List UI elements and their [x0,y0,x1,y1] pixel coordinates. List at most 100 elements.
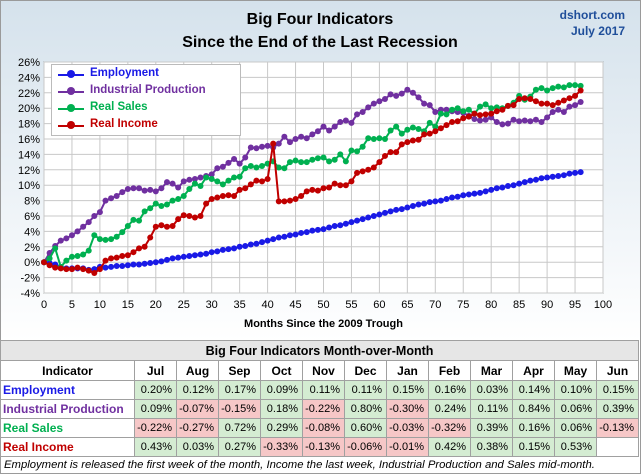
series-point [337,119,344,126]
series-point [404,86,411,93]
series-point [214,194,221,201]
series-point [136,245,143,252]
series-point [560,109,567,116]
series-point [214,165,221,172]
series-point [320,123,327,130]
series-point [158,202,165,209]
x-tick-label: 100 [594,299,612,311]
series-point [415,125,422,132]
chart-legend: Employment Industrial Production Real Sale… [51,64,241,136]
series-point [108,236,115,243]
series-point [158,222,165,229]
series-point [488,105,495,112]
series-point [393,149,400,156]
series-point [376,211,383,218]
series-point [331,123,338,130]
series-point [421,200,428,207]
series-point [286,232,293,239]
series-point [465,191,472,198]
series-point [292,231,299,238]
table-cell: 0.15% [595,380,640,400]
series-point [326,158,333,165]
series-point [292,157,299,164]
series-point [337,151,344,158]
series-point [303,188,310,195]
series-point [68,232,75,239]
table-cell: 0.24% [428,399,471,419]
table-cell: 0.60% [344,418,387,438]
series-point [488,186,495,193]
table-cell [595,437,640,457]
series-point [477,103,484,110]
series-point [186,213,193,219]
legend-marker [67,104,75,112]
series-point [404,204,411,211]
series-point [393,206,400,213]
series-point [292,136,299,142]
table-cell: 0.72% [218,418,261,438]
series-point [432,123,439,130]
x-tick-label: 0 [41,299,47,311]
series-point [560,97,567,104]
series-point [504,120,511,127]
series-point [577,99,584,106]
series-point [398,90,405,97]
table-cell: -0.33% [260,437,303,457]
series-point [354,111,361,118]
series-point [208,171,215,178]
series-point [404,139,411,146]
series-point [415,136,422,143]
series-point [331,156,338,163]
series-point [286,159,293,166]
credit-site: dshort.com [559,8,625,22]
series-point [387,91,394,98]
table-cell: 0.09% [134,399,177,419]
series-point [253,145,260,152]
series-point [247,144,254,151]
series-point [309,156,316,163]
series-point [326,224,333,231]
series-point [544,87,551,94]
indicator-table: Big Four Indicators Month-over-Month Ind… [0,340,640,457]
series-point [465,113,472,120]
series-point [163,179,170,186]
series-point [482,116,489,123]
series-point [130,249,137,256]
series-point [314,187,321,194]
series-point [504,182,511,189]
series-point [426,199,433,206]
x-axis-title: Months Since the 2009 Trough [244,318,403,330]
series-point [180,178,187,185]
row-label: Real Sales [0,418,135,438]
series-point [281,198,288,205]
table-cell: -0.30% [386,399,429,419]
series-point [342,182,349,189]
series-point [292,196,299,203]
series-point [381,209,388,216]
series-point [286,139,293,146]
series-point [119,253,126,260]
series-point [113,263,120,270]
series-point [409,202,416,209]
series-point [527,118,534,125]
series-point [124,252,131,259]
table-cell: 0.15% [386,380,429,400]
series-point [124,262,131,269]
series-point [141,260,148,267]
series-point [175,216,182,223]
series-point [52,245,59,252]
series-point [85,267,92,274]
table-cell: -0.22% [134,418,177,438]
series-point [449,106,456,113]
column-header-month: Sep [218,360,261,381]
series-point [191,214,198,221]
table-cell: 0.11% [302,380,345,400]
series-point [516,95,523,102]
series-point [555,106,562,113]
table-cell: 0.16% [512,418,555,438]
y-tick-label: 6% [24,211,40,223]
series-point [219,246,226,253]
series-point [521,117,528,124]
series-point [197,213,204,219]
series-point [549,173,556,180]
